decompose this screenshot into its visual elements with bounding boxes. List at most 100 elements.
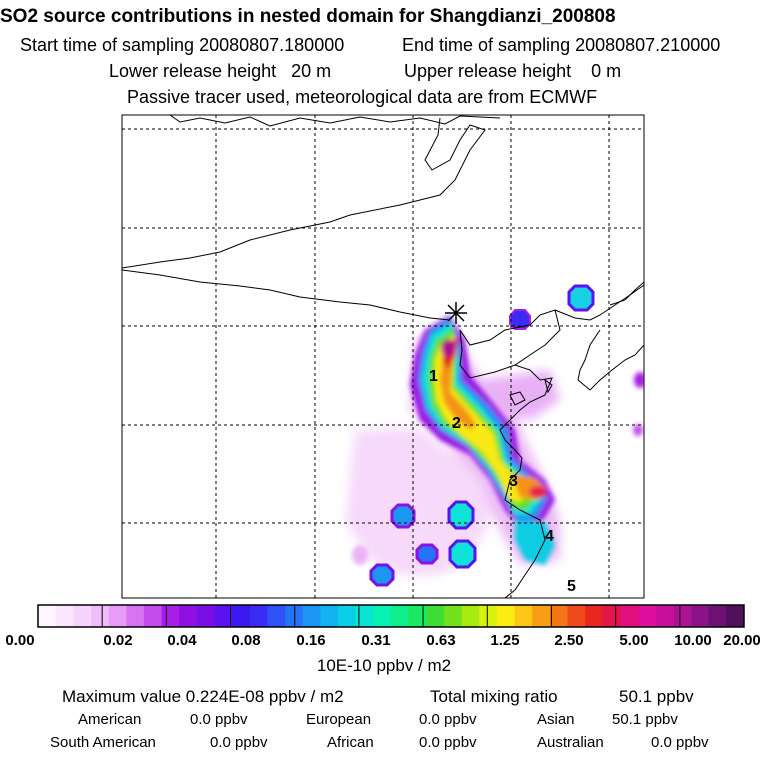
coast-korea [577,329,644,391]
start-time-label: Start time of sampling 20080807.180000 [20,35,345,55]
blob-southwest-1 [448,539,477,569]
colorbar-swatch [249,605,268,627]
colorbar-swatch [55,605,74,627]
colorbar-swatch [90,605,109,627]
colorbar-tick-7: 1.25 [490,632,520,649]
colorbar-swatch [673,605,692,627]
colorbar-swatch [496,605,515,627]
end-time-label: End time of sampling 20080807.210000 [402,35,721,55]
region-name-american: American [78,711,142,728]
colorbar-swatch [602,605,621,627]
plume-magenta-peak [441,339,455,357]
colorbar-swatch [726,605,745,627]
coast-bohai [459,309,561,379]
colorbar-unit-label: 10E-10 ppbv / m2 [316,656,452,675]
plume-green [428,328,536,510]
coast-east [609,281,644,306]
colorbar-swatch [638,605,657,627]
colorbar-swatch [338,605,357,627]
colorbar-swatch [214,605,233,627]
colorbar-tick-2: 0.04 [167,632,197,649]
colorbar-swatch [585,605,604,627]
lower-release-label: Lower release height 20 m [109,61,332,81]
blob-northeast [567,284,595,312]
map-frame [121,114,645,599]
colorbar-swatch [655,605,674,627]
plume-east-haze [480,370,560,420]
colorbar-tick-3: 0.08 [231,632,261,649]
colorbar-swatch [108,605,127,627]
colorbar-tick-6: 0.63 [426,632,456,649]
blob-haze-1 [352,545,368,565]
region-value-south-american: 0.0 ppbv [210,734,268,751]
total-mixing-value: 50.1 ppbv [619,687,694,706]
colorbar-swatch [232,605,251,627]
receptor-marker [445,302,467,324]
colorbar-swatch [73,605,92,627]
blob-southwest-3 [369,563,395,587]
blob-haze-2 [634,372,644,388]
colorbar-swatch [532,605,551,627]
colorbar-swatch [196,605,215,627]
blob-west-1 [390,503,416,529]
coast-islands [509,378,553,406]
blob-haze-3 [633,424,643,436]
colorbar-swatch [567,605,586,627]
colorbar-tick-4: 0.16 [296,632,326,649]
colorbar [37,604,745,628]
colorbar-tick-8: 2.50 [554,632,584,649]
tracer-note: Passive tracer used, meteorological data… [127,87,598,107]
region-name-european: European [306,711,372,728]
region-value-european: 0.0 ppbv [419,711,477,728]
region-value-australian: 0.0 ppbv [651,734,709,751]
region-name-australian: Australian [537,734,604,751]
colorbar-swatch [161,605,180,627]
blob-north [509,309,531,330]
max-value-label: Maximum value 0.224E-08 ppbv / m2 [62,687,344,706]
region-value-african: 0.0 ppbv [419,734,477,751]
concentration-field: 1 2 3 4 5 [122,115,644,598]
upper-release-label: Upper release height 0 m [404,61,622,81]
colorbar-swatch [443,605,462,627]
colorbar-swatch [38,605,57,627]
colorbar-swatch [391,605,410,627]
colorbar-tick-9: 5.00 [619,632,649,649]
colorbar-tick-5: 0.31 [361,632,391,649]
colorbar-swatch [479,605,498,627]
colorbar-swatch [355,605,374,627]
isolated-blobs [352,284,644,587]
colorbar-swatch [267,605,286,627]
colorbar-swatch [549,605,568,627]
blob-west-2 [447,500,475,530]
border-north [169,115,501,127]
colorbar-swatch [179,605,198,627]
chart-title: SO2 source contributions in nested domai… [0,6,616,27]
plume-south-red [529,486,547,498]
region-name-african: African [327,734,374,751]
blob-southwest-2 [415,543,439,565]
colorbar-tick-1: 0.02 [103,632,133,649]
region-name-south-american: South American [50,734,156,751]
region-label-3: 3 [509,473,518,490]
colorbar-swatch [373,605,392,627]
region-label-5: 5 [567,578,576,595]
region-label-4: 4 [545,528,554,545]
region-name-asian: Asian [537,711,575,728]
colorbar-swatch [408,605,427,627]
total-mixing-label: Total mixing ratio [430,687,558,706]
region-labels: 1 2 3 4 5 [429,368,576,595]
colorbar-swatch [691,605,710,627]
border-middle [122,117,486,269]
region-label-1: 1 [429,368,438,385]
colorbar-swatch [302,605,321,627]
colorbar-swatch [708,605,727,627]
colorbar-tick-10: 10.00 [674,632,712,649]
colorbar-swatch [426,605,445,627]
colorbar-tick-0: 0.00 [5,632,35,649]
colorbar-swatch [620,605,639,627]
colorbar-swatch [320,605,339,627]
region-value-asian: 50.1 ppbv [612,711,678,728]
colorbar-swatch [461,605,480,627]
grid-lines [122,115,644,598]
